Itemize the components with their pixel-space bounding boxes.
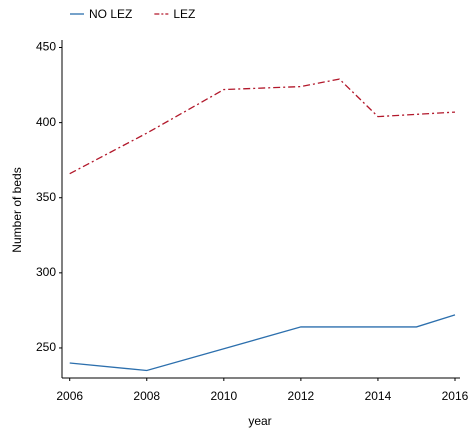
y-tick-label: 350 bbox=[36, 190, 56, 204]
y-axis-label: Number of beds bbox=[10, 167, 24, 252]
x-tick-label: 2014 bbox=[365, 389, 392, 403]
legend-label: LEZ bbox=[173, 7, 195, 21]
legend-label: NO LEZ bbox=[89, 7, 132, 21]
y-tick-label: 300 bbox=[36, 265, 56, 279]
x-tick-label: 2016 bbox=[442, 389, 469, 403]
x-tick-label: 2006 bbox=[56, 389, 83, 403]
y-tick-label: 400 bbox=[36, 115, 56, 129]
x-tick-label: 2012 bbox=[288, 389, 315, 403]
y-tick-label: 450 bbox=[36, 40, 56, 54]
series-line bbox=[69, 314, 456, 372]
x-axis-label: year bbox=[248, 414, 271, 428]
y-tick-label: 250 bbox=[36, 340, 56, 354]
x-tick-label: 2010 bbox=[210, 389, 237, 403]
series-line bbox=[69, 78, 456, 175]
x-tick-label: 2008 bbox=[133, 389, 160, 403]
